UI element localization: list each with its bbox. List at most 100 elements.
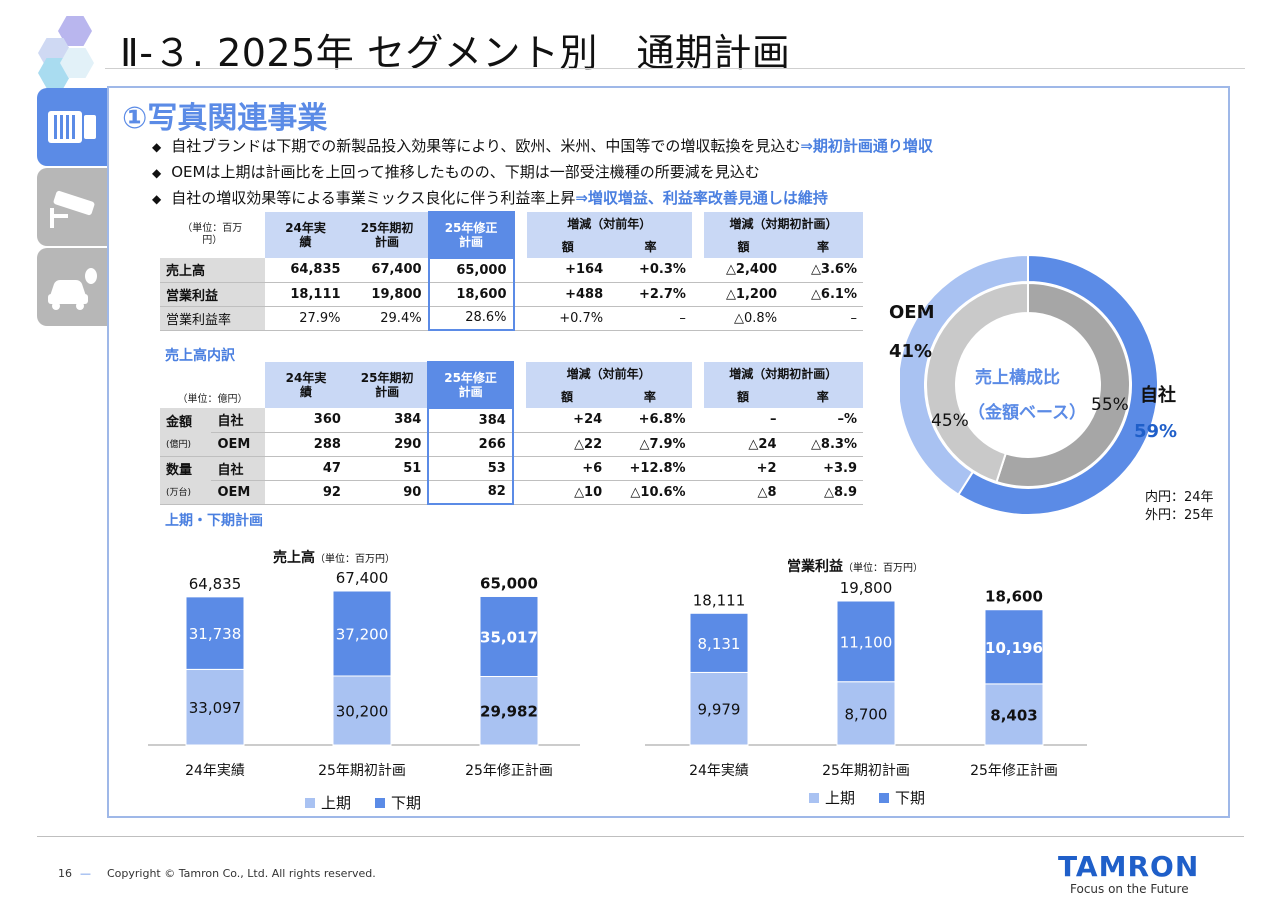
camera-lens-icon bbox=[48, 111, 96, 143]
table-cell: 288 bbox=[265, 432, 347, 457]
table-row: 数量 自社 47 51 53 +6 +12.8% +2 +3.9 bbox=[160, 456, 863, 481]
bar-data-label: 8,700 bbox=[845, 705, 888, 723]
table-cell: +12.8% bbox=[608, 456, 692, 481]
table-cell: △10 bbox=[525, 480, 609, 505]
bar-data-label: 8,131 bbox=[698, 635, 741, 653]
table-cell: 64,835 bbox=[264, 258, 347, 283]
table-cell: 90 bbox=[346, 480, 429, 505]
x-tick-label: 25年期初計画 bbox=[318, 762, 406, 779]
tab-mobility[interactable] bbox=[37, 248, 107, 326]
sales-chart-title: 売上高（単位：百万円） bbox=[273, 547, 395, 567]
table-row: 営業利益率 27.9% 29.4% 28.6% +0.7% – △0.8% – bbox=[160, 306, 863, 331]
col-header: 25年期初計画 bbox=[346, 212, 429, 258]
donut-inner-own-slice bbox=[995, 281, 1131, 488]
table-cell: △22 bbox=[525, 432, 609, 457]
bar-total-label: 18,600 bbox=[985, 588, 1043, 606]
brand-logo: TAMRON bbox=[1058, 850, 1200, 883]
group-label: 金額 bbox=[160, 408, 212, 432]
legend-swatch-first-half bbox=[809, 792, 819, 803]
donut-own-inner-pct: 55% bbox=[1091, 395, 1129, 415]
table-cell: △8.9 bbox=[782, 480, 863, 505]
table-cell: –% bbox=[782, 408, 863, 433]
bullet-item: ◆ 自社ブランドは下期での新製品投入効果等により、欧州、米州、中国等での増収転換を… bbox=[152, 135, 933, 156]
sub-header: 額 bbox=[526, 234, 610, 258]
col-header: 増減（対期初計画） bbox=[703, 212, 863, 234]
half-year-title: 上期・下期計画 bbox=[165, 513, 263, 529]
table-cell: △0.8% bbox=[703, 306, 784, 331]
row-label: 営業利益 bbox=[160, 282, 265, 307]
bullet-item: ◆ 自社の増収効果等による事業ミックス良化に伴う利益率上昇⇒増収増益、利益率改善見… bbox=[152, 187, 828, 208]
table-cell: +0.3% bbox=[609, 258, 692, 283]
row-label: 自社 bbox=[211, 456, 266, 481]
donut-note-outer: 外円：25年 bbox=[1145, 508, 1214, 523]
legend-swatch-first-half bbox=[305, 797, 315, 808]
table-cell: 67,400 bbox=[346, 258, 429, 283]
bullet-marker: ◆ bbox=[152, 166, 162, 180]
page-number: 16 bbox=[58, 867, 72, 880]
table-row: 金額 自社 360 384 384 +24 +6.8% – –% bbox=[160, 408, 863, 433]
donut-center-title: 売上構成比 bbox=[975, 368, 1060, 388]
surveillance-camera-icon bbox=[50, 190, 95, 228]
brand-tagline: Focus on the Future bbox=[1070, 882, 1189, 896]
bullet-text: OEMは上期は計画比を上回って推移したものの、下期は一部受注機種の所要減を見込む bbox=[171, 163, 760, 181]
row-label: 営業利益率 bbox=[160, 306, 265, 331]
table-row: 売上高 64,835 67,400 65,000 +164 +0.3% △2,4… bbox=[160, 258, 863, 283]
table-cell: +6.8% bbox=[608, 408, 692, 433]
table-cell: +3.9 bbox=[782, 456, 863, 481]
page-title: Ⅱ-３. 2025年 セグメント別 通期計画 bbox=[120, 31, 791, 75]
bar-segment bbox=[479, 675, 539, 746]
table-cell: 51 bbox=[346, 456, 429, 481]
bar-total-label: 64,835 bbox=[189, 575, 242, 593]
table-row: 営業利益 18,111 19,800 18,600 +488 +2.7% △1,… bbox=[160, 282, 863, 307]
bar-segment bbox=[332, 590, 392, 677]
bar-data-label: 11,100 bbox=[840, 633, 893, 651]
row-label: OEM bbox=[211, 432, 266, 457]
breakdown-table: （単位：億円） 24年実績 25年期初計画 25年修正計画 増減（対前年） 増減… bbox=[160, 361, 863, 505]
table-cell: +2.7% bbox=[609, 282, 692, 307]
table-cell: △7.9% bbox=[608, 432, 692, 457]
x-tick-label: 24年実績 bbox=[185, 763, 245, 779]
table-cell: 53 bbox=[427, 456, 514, 481]
table-cell: 65,000 bbox=[427, 258, 515, 283]
bullet-text: 自社ブランドは下期での新製品投入効果等により、欧州、米州、中国等での増収転換を見… bbox=[171, 137, 801, 155]
table-cell: 19,800 bbox=[346, 282, 429, 307]
table-cell: 92 bbox=[265, 480, 347, 505]
profit-chart-title: 営業利益（単位：百万円） bbox=[787, 556, 923, 576]
table-cell: △1,200 bbox=[703, 282, 784, 307]
donut-oem-label: OEM bbox=[889, 302, 935, 323]
tab-photo[interactable] bbox=[37, 88, 107, 166]
table-cell: 27.9% bbox=[264, 306, 347, 331]
col-header: 24年実績 bbox=[265, 362, 347, 408]
table-cell: +2 bbox=[703, 456, 783, 481]
row-label: OEM bbox=[211, 480, 266, 505]
bar-segment bbox=[689, 671, 749, 746]
legend-label: 上期 bbox=[321, 794, 352, 812]
table-cell: 28.6% bbox=[427, 306, 515, 331]
table-cell: 18,600 bbox=[427, 282, 515, 307]
chart-unit: （単位：百万円） bbox=[843, 563, 923, 574]
tab-surveillance[interactable] bbox=[37, 168, 107, 246]
table-cell: △10.6% bbox=[608, 480, 692, 505]
bar-segment bbox=[332, 675, 392, 746]
table-cell: △8.3% bbox=[782, 432, 863, 457]
results-table: （単位：百万円） 24年実績 25年期初計画 25年修正計画 増減（対前年） 増… bbox=[160, 211, 863, 331]
profit-bar-chart: 9,979 8,131 18,111 24年実績 8,700 11,100 19,800 25… bbox=[645, 579, 1087, 779]
bar-segment bbox=[479, 595, 539, 677]
row-label: 自社 bbox=[211, 408, 266, 433]
table-cell: – bbox=[783, 306, 863, 331]
donut-oem-outer-pct: 41% bbox=[889, 341, 933, 362]
bar-data-label: 31,738 bbox=[189, 625, 242, 643]
title-divider bbox=[105, 68, 1245, 69]
bar-total-label: 65,000 bbox=[480, 574, 538, 592]
bar-data-label: 8,403 bbox=[990, 706, 1037, 724]
bar-data-label: 33,097 bbox=[189, 699, 242, 717]
sub-header: 額 bbox=[703, 234, 784, 258]
chart-title-text: 営業利益 bbox=[787, 559, 843, 575]
table-row: (億円) OEM 288 290 266 △22 △7.9% △24 △8.3% bbox=[160, 432, 863, 457]
bar-segment bbox=[836, 600, 896, 683]
bar-segment bbox=[984, 683, 1044, 746]
legend-swatch-second-half bbox=[879, 792, 890, 803]
donut-own-label: 自社 bbox=[1140, 385, 1176, 406]
bar-segment bbox=[185, 596, 245, 670]
sub-header: 率 bbox=[609, 234, 692, 258]
